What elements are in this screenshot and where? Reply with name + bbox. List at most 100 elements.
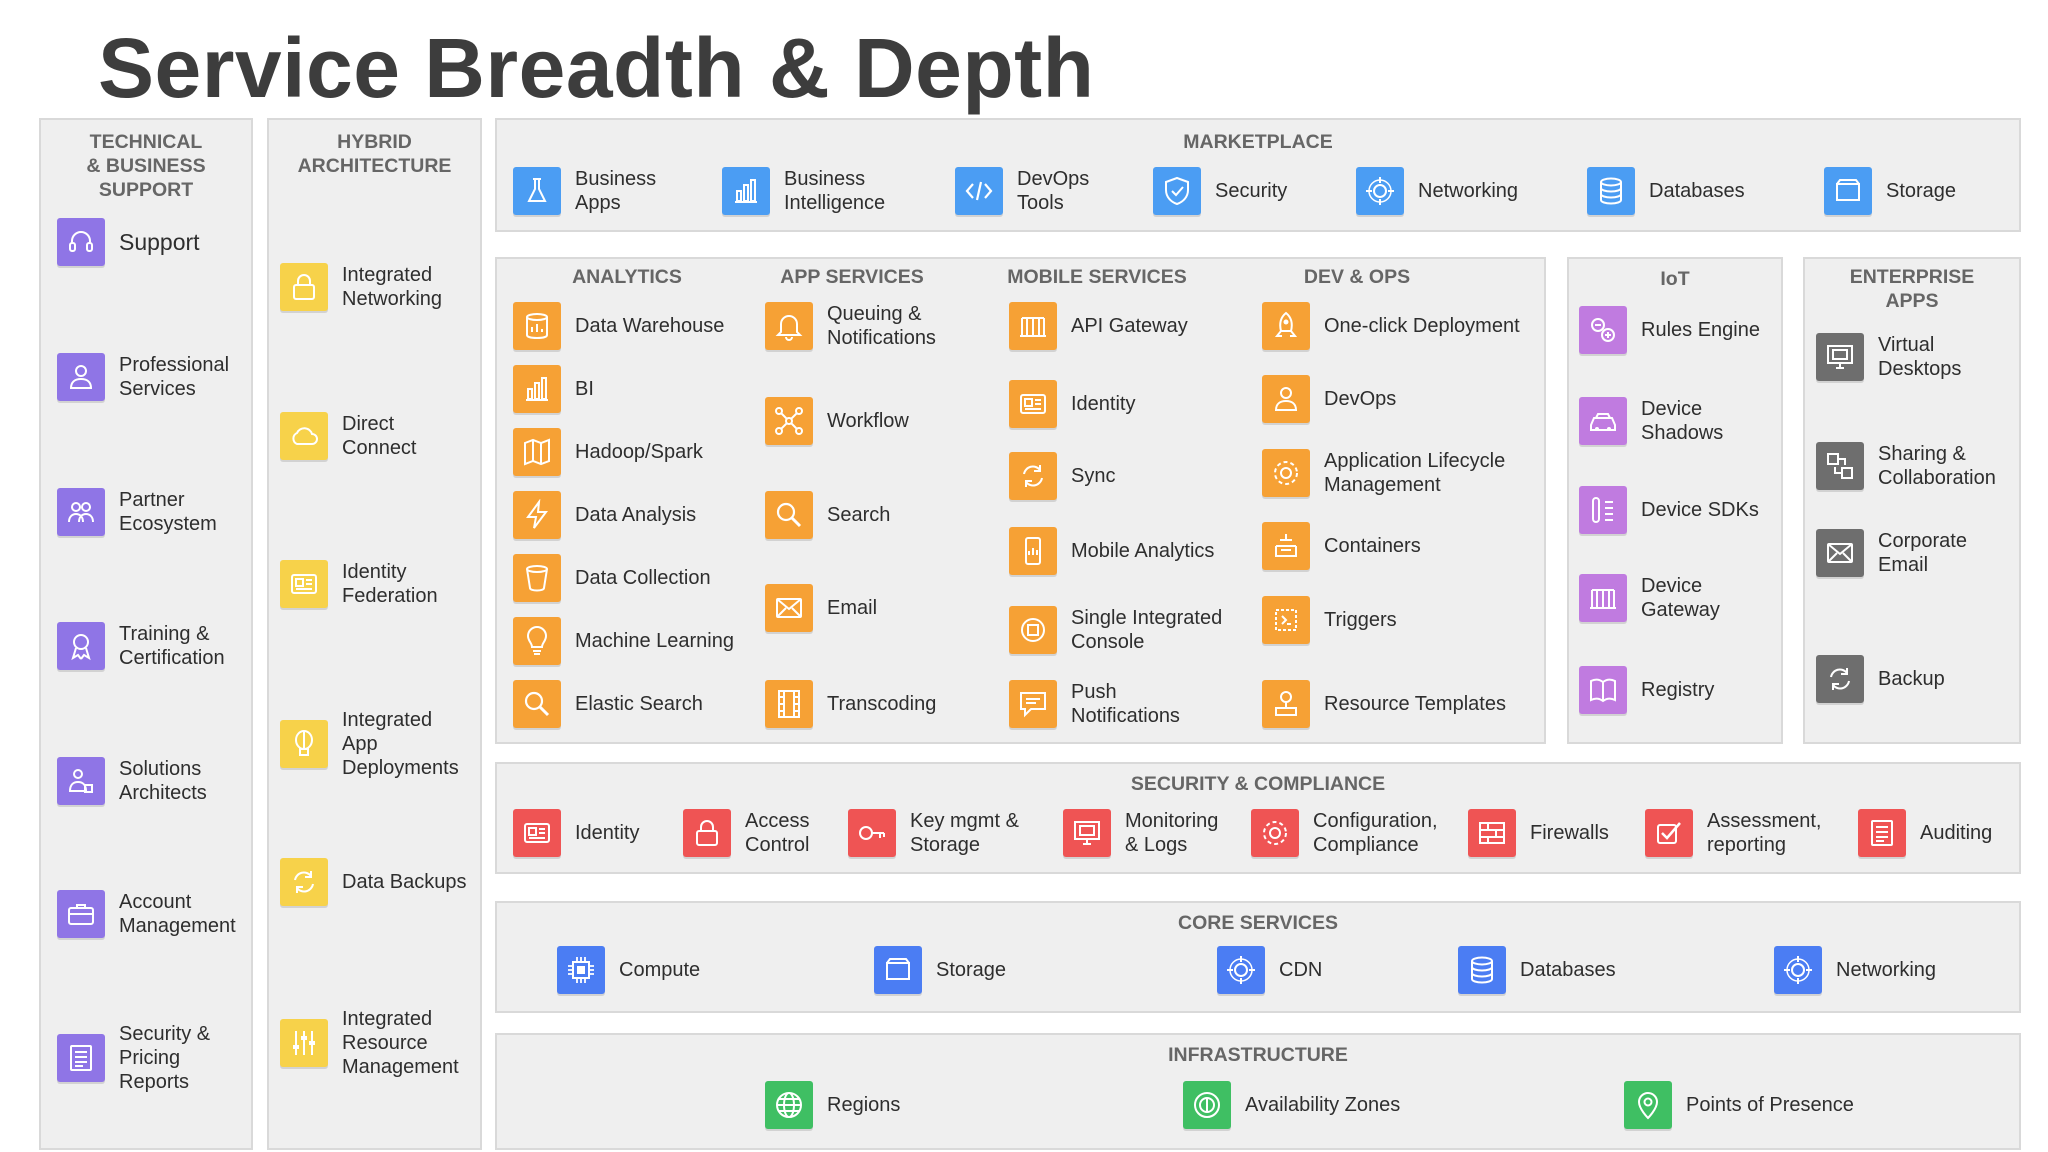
bar-chart-icon: [722, 167, 770, 215]
marketplace-heading: MARKETPLACE: [1183, 131, 1333, 153]
database-icon: [1458, 946, 1506, 994]
security-item-6: Firewalls: [1468, 809, 1609, 857]
chip-icon: [557, 946, 605, 994]
key-icon: [848, 809, 896, 857]
dev-ops-item-5: Triggers: [1262, 596, 1397, 644]
headset-icon: [57, 218, 105, 266]
bucket-icon: [513, 554, 561, 602]
gateway-icon: [1009, 302, 1057, 350]
gear-icon: [1262, 449, 1310, 497]
storage-icon: [874, 946, 922, 994]
hybrid-item-2-label: Direct Connect: [342, 413, 417, 459]
analytics-item-7-label: Elastic Search: [575, 693, 703, 715]
share-icon: [1816, 442, 1864, 490]
infrastructure-item-3: Points of Presence: [1624, 1081, 1854, 1129]
app-services-item-5: Transcoding: [765, 680, 936, 728]
dev-ops-item-3-label: Application Lifecycle Management: [1324, 450, 1506, 496]
marketplace-item-4: Security: [1153, 167, 1287, 215]
core-item-2-label: Storage: [936, 959, 1007, 981]
security-item-3: Key mgmt & Storage: [848, 809, 1019, 857]
enterprise-item-3-label: Corporate Email: [1878, 530, 1967, 576]
hybrid-item-1: Integrated Networking: [280, 263, 442, 311]
security-item-7-label: Assessment, reporting: [1707, 810, 1822, 856]
marketplace-item-7: Storage: [1824, 167, 1956, 215]
id-card-icon: [280, 560, 328, 608]
search-icon: [765, 491, 813, 539]
app-services-item-4-label: Email: [827, 597, 878, 619]
app-services-item-2-label: Workflow: [827, 410, 909, 432]
monitor-icon: [1063, 809, 1111, 857]
dev-ops-item-4-label: Containers: [1324, 535, 1421, 557]
iot-item-2: Device Shadows: [1579, 397, 1723, 445]
monitor-icon: [1816, 333, 1864, 381]
rules-icon: [1579, 306, 1627, 354]
enterprise-item-2-label: Sharing & Collaboration: [1878, 443, 1996, 489]
mobile-services-item-5-label: Single Integrated Console: [1071, 607, 1223, 653]
database-icon: [1587, 167, 1635, 215]
app-services-item-3-label: Search: [827, 504, 891, 526]
console-icon: [1009, 606, 1057, 654]
marketplace-item-5-label: Networking: [1418, 180, 1519, 202]
enterprise-item-3: Corporate Email: [1816, 529, 1967, 577]
core-item-4-label: Databases: [1520, 959, 1616, 981]
analytics-item-2: BI: [513, 365, 594, 413]
security-item-7: Assessment, reporting: [1645, 809, 1821, 857]
marketplace-item-2-label: Business Intelligence: [784, 168, 886, 214]
technical-item-7: Security & Pricing Reports: [57, 1022, 210, 1094]
template-icon: [1262, 680, 1310, 728]
email-icon: [765, 584, 813, 632]
security-item-5: Configuration, Compliance: [1251, 809, 1438, 857]
dev-ops-heading: DEV & OPS: [1303, 266, 1411, 288]
hybrid-item-3-label: Identity Federation: [342, 561, 438, 607]
security-item-2-label: Access Control: [745, 810, 810, 856]
sync-icon: [280, 858, 328, 906]
hybrid-item-4-label: Integrated App Deployments: [342, 709, 459, 779]
core-item-5-label: Networking: [1836, 959, 1937, 981]
containers-icon: [1262, 522, 1310, 570]
infrastructure-item-3-label: Points of Presence: [1686, 1094, 1854, 1116]
analytics-item-6: Machine Learning: [513, 617, 734, 665]
enterprise-item-1-label: Virtual Desktops: [1878, 334, 1962, 380]
gateway-icon: [1579, 574, 1627, 622]
shield-icon: [1153, 167, 1201, 215]
dev-ops-item-2-label: DevOps: [1324, 388, 1397, 410]
marketplace-item-3: DevOps Tools: [955, 167, 1089, 215]
mobile-services-item-2-label: Identity: [1071, 393, 1136, 415]
trigger-icon: [1262, 596, 1310, 644]
infrastructure-item-2-label: Availability Zones: [1245, 1094, 1401, 1116]
enterprise-item-1: Virtual Desktops: [1816, 333, 1961, 381]
marketplace-item-5: Networking: [1356, 167, 1518, 215]
map-icon: [513, 428, 561, 476]
analytics-item-2-label: BI: [575, 378, 594, 400]
bulb-icon: [513, 617, 561, 665]
technical-item-1-label: Support: [119, 229, 200, 255]
enterprise-item-4: Backup: [1816, 655, 1945, 703]
infrastructure-panel: INFRASTRUCTURE: [495, 1033, 2021, 1150]
marketplace-item-1-label: Business Apps: [575, 168, 657, 214]
mobile-services-item-4: Mobile Analytics: [1009, 527, 1214, 575]
analytics-item-5: Data Collection: [513, 554, 711, 602]
security-item-1-label: Identity: [575, 822, 640, 844]
bell-icon: [765, 302, 813, 350]
iot-item-4: Device Gateway: [1579, 574, 1720, 622]
iot-heading: IoT: [1660, 268, 1690, 290]
security-item-4: Monitoring & Logs: [1063, 809, 1218, 857]
certificate-icon: [57, 622, 105, 670]
network-icon: [1774, 946, 1822, 994]
iot-item-4-label: Device Gateway: [1641, 575, 1720, 621]
mobile-services-heading: MOBILE SERVICES: [1007, 266, 1187, 288]
report-icon: [57, 1034, 105, 1082]
app-services-item-1-label: Queuing & Notifications: [827, 303, 936, 349]
analytics-item-3-label: Hadoop/Spark: [575, 441, 703, 463]
core-item-2: Storage: [874, 946, 1006, 994]
enterprise-item-4-label: Backup: [1878, 668, 1945, 690]
iot-item-3: Device SDKs: [1579, 486, 1759, 534]
technical-item-2: Professional Services: [57, 353, 229, 401]
hybrid-item-2: Direct Connect: [280, 412, 417, 460]
iot-item-5-label: Registry: [1641, 679, 1715, 701]
dev-ops-item-6-label: Resource Templates: [1324, 693, 1506, 715]
security-item-8: Auditing: [1858, 809, 1992, 857]
zone-icon: [1183, 1081, 1231, 1129]
app-services-item-1: Queuing & Notifications: [765, 302, 936, 350]
security-item-3-label: Key mgmt & Storage: [910, 810, 1019, 856]
